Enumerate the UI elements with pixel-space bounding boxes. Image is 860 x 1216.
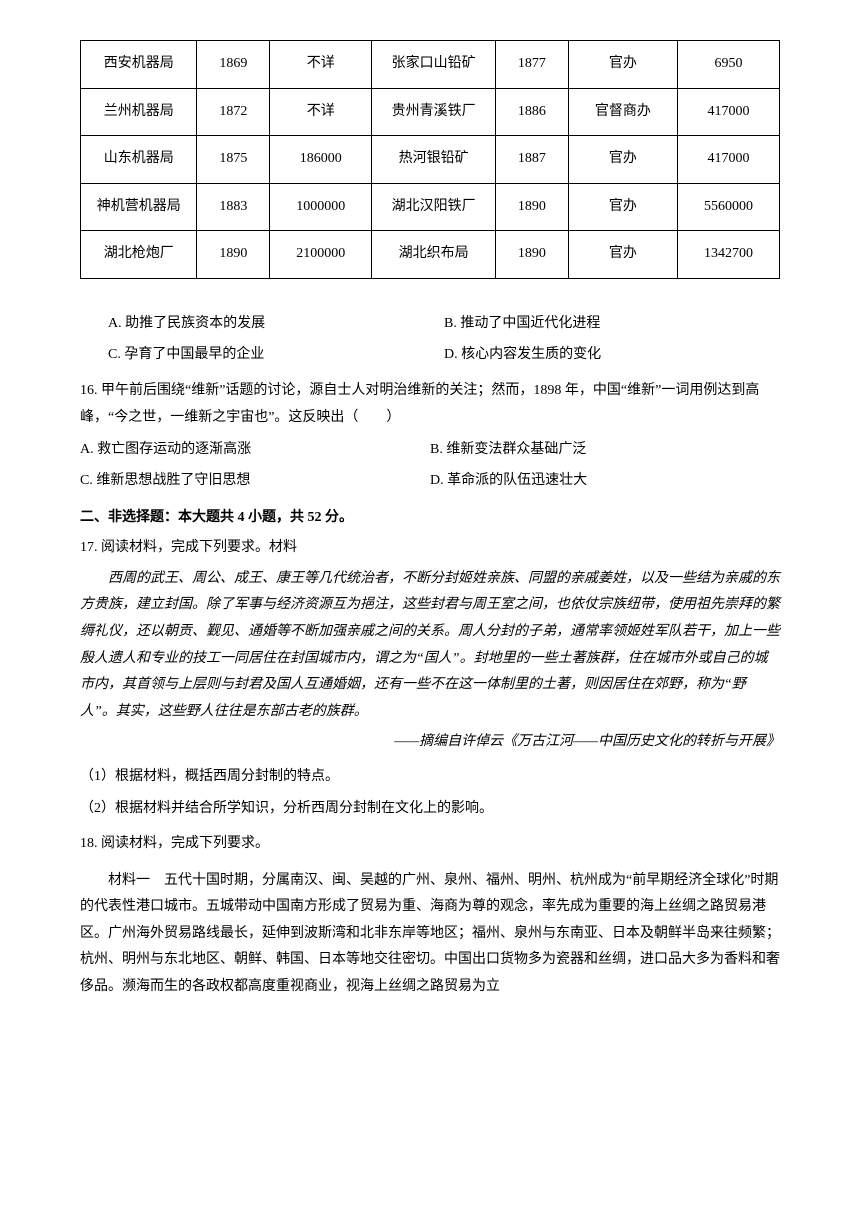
cell: 1872	[197, 88, 270, 136]
cell: 官督商办	[568, 88, 677, 136]
cell: 1886	[496, 88, 569, 136]
cell: 山东机器局	[81, 136, 197, 184]
cell: 湖北枪炮厂	[81, 231, 197, 279]
cell: 1890	[496, 183, 569, 231]
cell: 5560000	[678, 183, 780, 231]
cell: 1342700	[678, 231, 780, 279]
cell: 湖北汉阳铁厂	[372, 183, 496, 231]
option-a: A. 救亡图存运动的逐渐高涨	[80, 437, 430, 464]
cell: 417000	[678, 88, 780, 136]
cell: 1875	[197, 136, 270, 184]
q16-options: A. 救亡图存运动的逐渐高涨 B. 维新变法群众基础广泛 C. 维新思想战胜了守…	[80, 435, 780, 496]
cell: 1883	[197, 183, 270, 231]
option-c: C. 孕育了中国最早的企业	[108, 342, 444, 369]
cell: 不详	[270, 41, 372, 89]
table-body: 西安机器局1869不详张家口山铅矿1877官办6950 兰州机器局1872不详贵…	[81, 41, 780, 279]
cell: 1890	[496, 231, 569, 279]
cell: 张家口山铅矿	[372, 41, 496, 89]
cell: 神机营机器局	[81, 183, 197, 231]
q16-text: 16. 甲午前后围绕“维新”话题的讨论，源自士人对明治维新的关注；然而，1898…	[80, 378, 780, 431]
cell: 湖北织布局	[372, 231, 496, 279]
q17-sub1: （1）根据材料，概括西周分封制的特点。	[80, 764, 780, 791]
cell: 1887	[496, 136, 569, 184]
q18-intro: 18. 阅读材料，完成下列要求。	[80, 831, 780, 858]
q15-options: A. 助推了民族资本的发展 B. 推动了中国近代化进程 C. 孕育了中国最早的企…	[108, 309, 780, 370]
cell: 1869	[197, 41, 270, 89]
option-b: B. 推动了中国近代化进程	[444, 311, 780, 338]
cell: 1890	[197, 231, 270, 279]
table-row: 神机营机器局18831000000湖北汉阳铁厂1890官办5560000	[81, 183, 780, 231]
q17-sub2: （2）根据材料并结合所学知识，分析西周分封制在文化上的影响。	[80, 796, 780, 823]
cell: 西安机器局	[81, 41, 197, 89]
option-d: D. 革命派的队伍迅速壮大	[430, 468, 780, 495]
q17-material: 西周的武王、周公、成王、康王等几代统治者，不断分封姬姓亲族、同盟的亲戚姜姓，以及…	[80, 566, 780, 726]
table-row: 兰州机器局1872不详贵州青溪铁厂1886官督商办417000	[81, 88, 780, 136]
q18-material1: 材料一 五代十国时期，分属南汉、闽、吴越的广州、泉州、福州、明州、杭州成为“前早…	[80, 868, 780, 1001]
cell: 兰州机器局	[81, 88, 197, 136]
cell: 1000000	[270, 183, 372, 231]
cell: 2100000	[270, 231, 372, 279]
section-2-title: 二、非选择题：本大题共 4 小题，共 52 分。	[80, 505, 780, 532]
cell: 官办	[568, 41, 677, 89]
cell: 热河银铅矿	[372, 136, 496, 184]
table-row: 山东机器局1875186000热河银铅矿1887官办417000	[81, 136, 780, 184]
cell: 1877	[496, 41, 569, 89]
cell: 贵州青溪铁厂	[372, 88, 496, 136]
table-row: 西安机器局1869不详张家口山铅矿1877官办6950	[81, 41, 780, 89]
factory-table: 西安机器局1869不详张家口山铅矿1877官办6950 兰州机器局1872不详贵…	[80, 40, 780, 279]
cell: 不详	[270, 88, 372, 136]
cell: 官办	[568, 136, 677, 184]
cell: 186000	[270, 136, 372, 184]
option-b: B. 维新变法群众基础广泛	[430, 437, 780, 464]
q17-source: ——摘编自许倬云《万古江河——中国历史文化的转折与开展》	[80, 729, 780, 756]
table-row: 湖北枪炮厂18902100000湖北织布局1890官办1342700	[81, 231, 780, 279]
option-c: C. 维新思想战胜了守旧思想	[80, 468, 430, 495]
option-d: D. 核心内容发生质的变化	[444, 342, 780, 369]
q17-intro: 17. 阅读材料，完成下列要求。材料	[80, 535, 780, 562]
cell: 官办	[568, 183, 677, 231]
cell: 官办	[568, 231, 677, 279]
option-a: A. 助推了民族资本的发展	[108, 311, 444, 338]
cell: 417000	[678, 136, 780, 184]
cell: 6950	[678, 41, 780, 89]
